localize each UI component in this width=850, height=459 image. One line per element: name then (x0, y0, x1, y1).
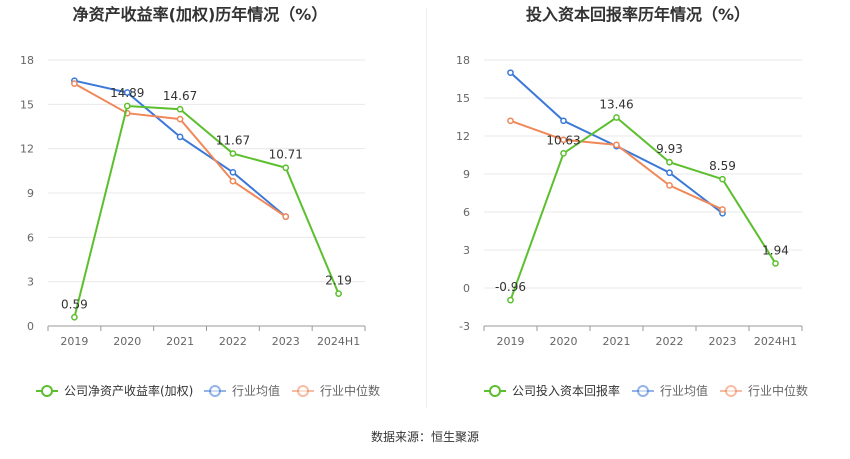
chart2-legend-label: 公司投入资本回报率 (512, 383, 620, 398)
chart2-data-point-industry_median (560, 136, 567, 144)
chart2-title: 投入资本回报率历年情况（%） (526, 5, 750, 24)
chart2-legend-marker (725, 385, 737, 397)
chart1-xtick-label: 2020 (113, 335, 141, 348)
chart1-data-label: 14.89 (110, 86, 144, 100)
chart2-data-point-industry_median (613, 141, 620, 149)
chart2-ytick-label: 15 (456, 92, 470, 105)
chart1-series-line-industry_median (73, 82, 287, 218)
chart2-data-label: 13.46 (599, 98, 633, 112)
chart2-xtick-label: 2019 (497, 335, 525, 348)
chart2-legend-marker (489, 385, 501, 397)
chart2-ytick-label: 18 (456, 54, 470, 67)
chart1-data-point-industry_median (282, 213, 290, 220)
chart1-xtick-label: 2019 (60, 335, 88, 348)
chart2-legend-marker (637, 385, 649, 397)
chart1-legend-label: 公司净资产收益率(加权) (64, 383, 193, 398)
chart1-ytick-label: 18 (20, 54, 34, 67)
chart1-data-point-company (71, 313, 78, 321)
chart2-data-point-company (772, 260, 779, 267)
chart1-data-point-company (229, 150, 237, 157)
chart2-ytick-label: -3 (459, 320, 470, 333)
chart1-ytick-label: 6 (27, 231, 34, 244)
chart2-data-label: 8.59 (709, 159, 736, 173)
chart2-xtick-label: 2023 (709, 335, 737, 348)
chart2-series-line-industry_median (510, 119, 723, 211)
chart1-series-line-company (73, 104, 340, 318)
chart1-data-point-industry_avg (176, 133, 184, 141)
chart2-xtick-label: 2020 (550, 335, 578, 348)
chart2-data-point-industry_median (666, 182, 673, 189)
chart2-ytick-label: 6 (463, 206, 470, 219)
chart1-xtick-label: 2022 (219, 335, 247, 348)
chart1-legend-label: 行业均值 (232, 383, 280, 398)
chart1-data-point-industry_median (229, 177, 237, 185)
chart2-data-label: -0.96 (495, 280, 526, 294)
chart2-series-line-company (509, 116, 777, 301)
chart2-data-point-company (666, 158, 673, 166)
chart2-data-point-industry_median (507, 117, 514, 125)
chart2-data-point-industry_avg (666, 169, 673, 177)
chart1-ytick-label: 12 (20, 143, 34, 156)
chart2-data-point-industry_avg (507, 69, 514, 77)
chart2-legend-label: 行业中位数 (748, 383, 808, 398)
chart2-xtick-label: 2024H1 (754, 335, 797, 348)
chart1-xtick-label: 2021 (166, 335, 194, 348)
chart2-xtick-label: 2021 (603, 335, 631, 348)
chart2-data-label: 9.93 (656, 142, 683, 156)
chart1-data-label: 2.19 (325, 274, 352, 288)
chart1-legend-marker (209, 385, 221, 397)
chart1-data-label: 10.71 (269, 148, 303, 162)
chart2-data-point-company (507, 296, 514, 304)
chart1-data-point-company (335, 290, 342, 297)
chart2-data-point-industry_median (719, 206, 726, 213)
chart2-ytick-label: 12 (456, 130, 470, 143)
chart2-xtick-label: 2022 (656, 335, 684, 348)
chart1-data-point-company (282, 164, 290, 172)
chart2-legend-label: 行业均值 (660, 383, 708, 398)
chart1-legend-marker (41, 385, 53, 397)
chart1-data-label: 11.67 (216, 134, 250, 148)
chart1-data-point-industry_median (71, 80, 78, 87)
chart1-data-label: 14.67 (163, 89, 197, 103)
chart2-ytick-label: 3 (463, 244, 470, 257)
chart1-data-point-company (123, 102, 131, 110)
chart2-ytick-label: 9 (463, 168, 470, 181)
chart2-data-point-company (719, 175, 726, 183)
panel-divider (426, 8, 427, 408)
chart2-ytick-label: 0 (463, 282, 470, 295)
chart2-data-point-industry_avg (560, 117, 567, 125)
chart1-data-point-industry_median (176, 115, 184, 123)
chart1-data-point-industry_avg (123, 89, 131, 96)
chart1-ytick-label: 15 (20, 98, 34, 111)
chart1-ytick-label: 3 (27, 276, 34, 289)
chart1-data-point-industry_avg (229, 168, 237, 176)
chart2-data-point-company (560, 150, 567, 157)
chart2-data-label: 1.94 (762, 243, 789, 257)
chart1-legend-label: 行业中位数 (320, 383, 380, 398)
chart1-ytick-label: 9 (27, 187, 34, 200)
chart1-title: 净资产收益率(加权)历年情况（%） (73, 5, 328, 24)
chart1-legend-marker (297, 385, 309, 397)
chart1-data-label: 0.59 (61, 297, 88, 311)
chart1-data-point-company (176, 105, 184, 113)
chart1-xtick-label: 2023 (272, 335, 300, 348)
chart2-data-point-company (613, 114, 620, 121)
chart2-data-label: 10.63 (546, 133, 580, 147)
chart1-xtick-label: 2024H1 (317, 335, 360, 348)
data-source-label: 数据来源：恒生聚源 (370, 430, 479, 444)
chart1-ytick-label: 0 (27, 320, 34, 333)
